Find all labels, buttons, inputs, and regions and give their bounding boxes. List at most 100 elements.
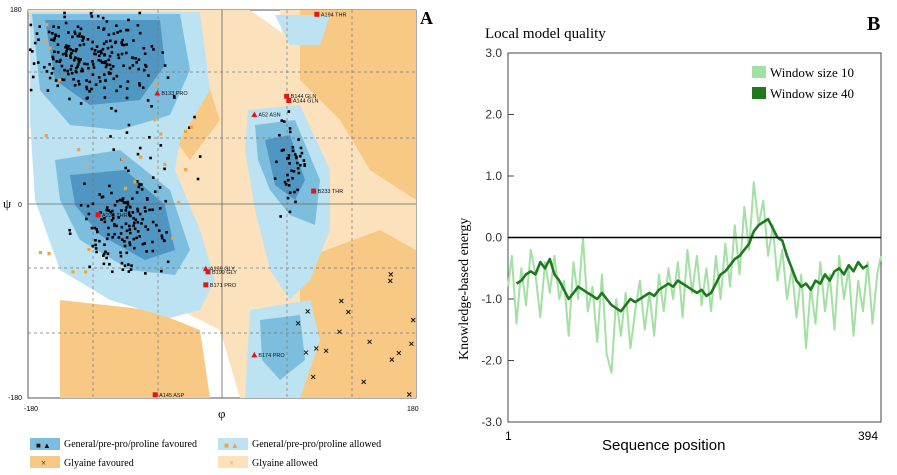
outlier-marker	[314, 11, 320, 17]
residue-point	[286, 157, 289, 160]
residue-point	[105, 206, 109, 209]
residue-point	[32, 62, 36, 65]
residue-point	[135, 191, 139, 194]
residue-point	[88, 265, 91, 269]
allowed-residue-point	[159, 132, 163, 136]
residue-point	[75, 70, 78, 74]
outlier-marker	[154, 89, 161, 96]
glycine-point	[406, 392, 412, 397]
residue-point	[65, 46, 69, 50]
residue-point	[287, 154, 291, 157]
glycine-point	[388, 272, 394, 277]
residue-point	[288, 162, 291, 165]
residue-point	[36, 61, 40, 64]
residue-point	[60, 78, 64, 81]
glycine-point	[367, 339, 372, 345]
residue-point	[125, 131, 129, 134]
residue-point	[166, 76, 170, 79]
residue-point	[132, 216, 135, 220]
panel-label-a: A	[420, 8, 433, 28]
residue-point	[108, 63, 112, 67]
residue-point	[160, 234, 164, 238]
residue-point	[288, 127, 292, 130]
residue-point	[117, 56, 121, 60]
residue-point	[128, 241, 132, 244]
residue-point	[163, 64, 167, 67]
y-tick-label: 1.0	[485, 169, 502, 183]
residue-point	[101, 16, 105, 20]
residue-point	[80, 67, 84, 71]
residue-point	[90, 226, 94, 230]
svg-text:■ ▲: ■ ▲	[224, 441, 239, 450]
residue-point	[120, 52, 124, 56]
residue-point	[51, 32, 54, 35]
residue-point	[54, 33, 57, 36]
x-axis-label: φ	[218, 406, 226, 421]
residue-point	[163, 239, 166, 243]
residue-point	[127, 169, 130, 173]
residue-point	[108, 262, 111, 266]
residue-point	[103, 243, 106, 247]
residue-point	[85, 87, 89, 91]
residue-point	[131, 56, 135, 60]
residue-point	[68, 228, 71, 232]
residue-point	[107, 58, 111, 62]
outlier-label: B174 PRO	[258, 353, 285, 359]
residue-point	[152, 48, 155, 51]
residue-point	[166, 260, 170, 264]
residue-point	[93, 226, 97, 230]
residue-point	[93, 52, 96, 56]
residue-point	[131, 211, 135, 214]
residue-point	[158, 186, 162, 189]
residue-point	[76, 34, 80, 38]
residue-point	[85, 79, 88, 82]
residue-point	[143, 242, 147, 245]
x-tick-neg180: -180	[24, 406, 38, 413]
residue-point	[144, 65, 148, 68]
glycine-point	[323, 348, 329, 354]
series-window-10-line	[507, 181, 882, 374]
residue-point	[292, 170, 296, 173]
residue-point	[98, 80, 102, 83]
y-tick-label: 2.0	[485, 108, 502, 122]
residue-point	[138, 11, 142, 15]
residue-point	[158, 207, 162, 210]
residue-point	[127, 263, 130, 266]
residue-point	[196, 177, 200, 181]
residue-point	[132, 237, 136, 241]
residue-point	[109, 72, 112, 75]
residue-point	[295, 155, 298, 159]
residue-point	[95, 250, 98, 254]
residue-point	[303, 163, 306, 166]
residue-point	[148, 208, 151, 212]
allowed-residue-point	[84, 162, 88, 167]
residue-point	[128, 231, 132, 235]
residue-point	[102, 254, 105, 257]
residue-point	[82, 43, 86, 46]
residue-point	[86, 62, 89, 66]
residue-point	[117, 216, 120, 219]
residue-point	[110, 191, 113, 195]
residue-point	[104, 65, 108, 69]
residue-point	[35, 32, 39, 35]
residue-point	[37, 38, 40, 41]
residue-point	[50, 72, 54, 75]
residue-point	[79, 203, 83, 207]
residue-point	[97, 58, 101, 62]
residue-point	[132, 39, 135, 42]
rama-legend: ■ ▲ General/pre-pro/proline favoured ■ ▲…	[30, 438, 381, 469]
residue-point	[94, 83, 98, 87]
panel-label-b: B	[867, 13, 880, 35]
plot-frame	[507, 52, 882, 423]
residue-point	[112, 32, 116, 36]
residue-point	[283, 180, 287, 184]
allowed-residue-point	[177, 200, 181, 205]
residue-point	[86, 38, 90, 41]
residue-point	[76, 63, 80, 66]
residue-point	[133, 227, 137, 231]
residue-point	[141, 217, 145, 221]
residue-point	[51, 55, 55, 59]
residue-point	[138, 31, 142, 35]
residue-point	[288, 130, 292, 134]
residue-point	[287, 110, 291, 113]
